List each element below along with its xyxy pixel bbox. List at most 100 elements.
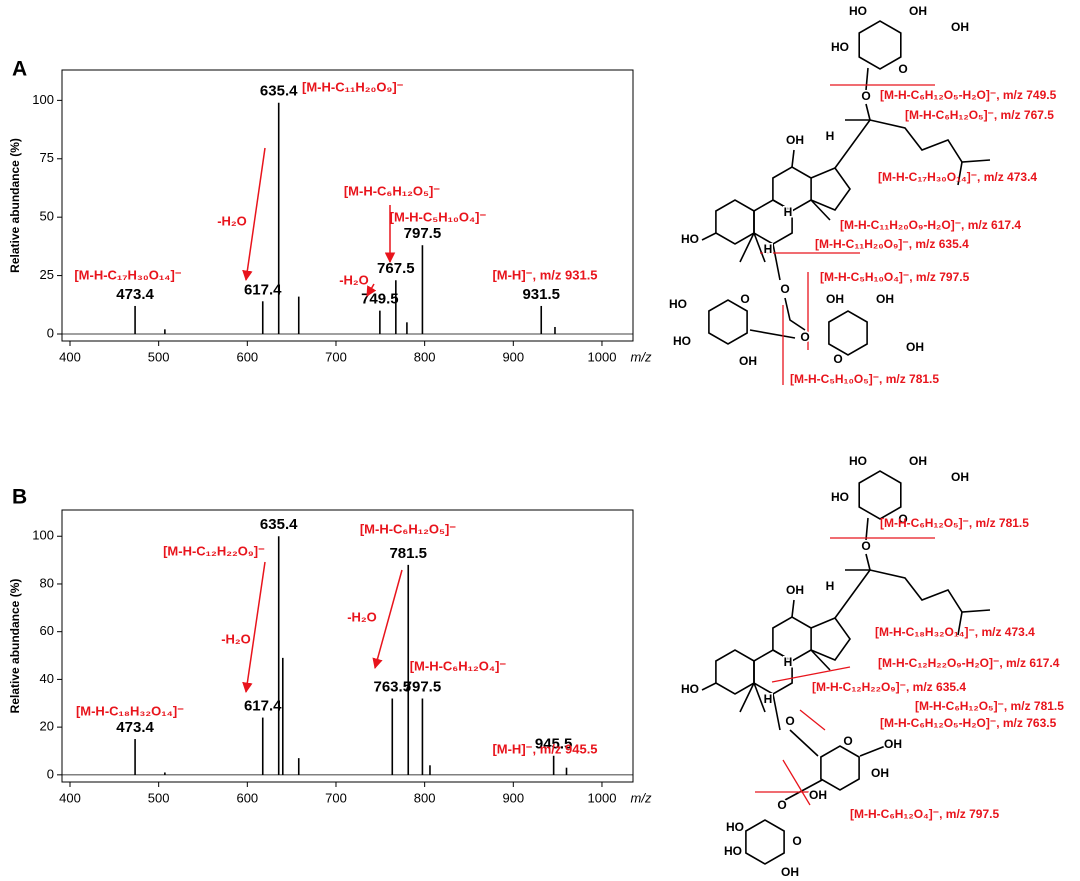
annotation: [M-H-C₆H₁₂O₅]⁻ — [344, 183, 440, 198]
bond — [753, 232, 766, 263]
atom-label: O — [861, 89, 870, 103]
arrow — [366, 283, 377, 297]
atom-label: O — [780, 282, 789, 296]
atom-label: O — [800, 330, 809, 344]
x-tick-label: 600 — [236, 790, 258, 805]
ring — [745, 819, 785, 865]
atom-label: OH — [786, 133, 804, 147]
arrow — [242, 561, 266, 694]
annotation: [M-H-C₁₁H₂₀O₉]⁻ — [302, 79, 404, 94]
peak-label: 781.5 — [389, 545, 427, 562]
annotation: -H₂O — [221, 631, 251, 646]
bond — [789, 729, 819, 757]
bond — [739, 682, 755, 713]
atom-label: O — [861, 539, 870, 553]
annotation: [M-H-C₆H₁₂O₅]⁻ — [360, 521, 456, 536]
fragment-label: [M-H-C₁₁H₂₀O₉]⁻, m/z 635.4 — [815, 237, 969, 251]
y-tick-label: 0 — [47, 766, 54, 781]
peak-label: 931.5 — [522, 286, 560, 303]
atom-label: HO — [849, 4, 867, 18]
peak-label: 617.4 — [244, 281, 282, 298]
annotation: -H₂O — [339, 272, 369, 287]
fragment-label: [M-H-C₁₈H₃₂O₁₄]⁻, m/z 473.4 — [875, 625, 1035, 639]
bond — [701, 682, 717, 691]
x-axis-label: m/z — [631, 790, 652, 805]
atom-label: O — [740, 292, 749, 306]
ring — [858, 470, 902, 520]
peak-label: 635.4 — [260, 83, 298, 100]
x-tick-label: 700 — [325, 790, 347, 805]
atom-label: HO — [681, 232, 699, 246]
fragment-label: [M-H-C₅H₁₀O₅]⁻, m/z 781.5 — [790, 372, 939, 386]
fragment-label: [M-H-C₆H₁₂O₅]⁻, m/z 781.5 — [880, 516, 1029, 530]
fragment-label: [M-H-C₁₇H₃₀O₁₄]⁻, m/z 473.4 — [878, 170, 1037, 184]
bond — [834, 569, 871, 619]
atom-label: O — [792, 834, 801, 848]
bond — [739, 232, 755, 263]
y-tick-label: 75 — [40, 150, 54, 165]
atom-label: O — [785, 714, 794, 728]
atom-label: OH — [909, 454, 927, 468]
atom-label: OH — [884, 737, 902, 751]
fragment-label: [M-H-C₅H₁₀O₄]⁻, m/z 797.5 — [820, 270, 970, 284]
bond — [957, 611, 963, 636]
peak-label: 473.4 — [116, 286, 154, 303]
y-tick-label: 100 — [32, 528, 54, 543]
fragment-label: [M-H-C₆H₁₂O₅-H₂O]⁻, m/z 749.5 — [880, 88, 1057, 102]
peak-label: 749.5 — [361, 291, 399, 308]
annotation: [M-H-C₁₈H₃₂O₁₄]⁻ — [76, 703, 184, 718]
bond — [957, 161, 963, 186]
atom-label: HO — [726, 820, 744, 834]
bond — [784, 779, 823, 801]
annotation: [M-H-C₁₇H₃₀O₁₄]⁻ — [74, 267, 181, 282]
peak-label: 945.5 — [535, 736, 573, 753]
atom-label: O — [833, 352, 842, 366]
atom-label: H — [784, 655, 793, 669]
atom-label: HO — [831, 40, 849, 54]
x-tick-label: 1000 — [588, 349, 617, 364]
arrow — [242, 147, 266, 282]
annotation: [M-H-C₆H₁₂O₄]⁻ — [410, 658, 507, 673]
ring — [828, 310, 868, 356]
atom-label: OH — [781, 865, 799, 879]
cleavage-line — [771, 666, 851, 683]
cleavage-line — [799, 709, 826, 731]
x-tick-label: 800 — [414, 790, 436, 805]
atom-label: OH — [809, 788, 827, 802]
bond — [810, 617, 851, 661]
y-tick-label: 80 — [40, 575, 54, 590]
fragment-label: [M-H-C₁₂H₂₂O₉-H₂O]⁻, m/z 617.4 — [878, 656, 1060, 670]
x-tick-label: 900 — [502, 349, 524, 364]
fragment-label: [M-H-C₁₁H₂₀O₉-H₂O]⁻, m/z 617.4 — [840, 218, 1021, 232]
atom-label: OH — [871, 766, 889, 780]
y-tick-label: 100 — [32, 92, 54, 107]
x-tick-label: 400 — [59, 790, 81, 805]
x-tick-label: 900 — [502, 790, 524, 805]
ring — [708, 299, 748, 345]
bond — [753, 682, 766, 713]
panel-label: A — [12, 58, 27, 81]
bond — [865, 67, 869, 91]
panel-label: B — [12, 486, 27, 509]
atom-label: OH — [951, 20, 969, 34]
bond — [859, 744, 889, 757]
bond — [865, 553, 871, 571]
x-tick-label: 500 — [148, 349, 170, 364]
plot-frame — [61, 69, 634, 342]
ring — [715, 199, 755, 245]
x-tick-label: 600 — [236, 349, 258, 364]
atom-label: HO — [849, 454, 867, 468]
bond — [845, 569, 991, 613]
fragment-label: [M-H-C₁₂H₂₂O₉]⁻, m/z 635.4 — [812, 680, 966, 694]
cleavage-line — [782, 759, 811, 806]
atom-label: O — [777, 798, 786, 812]
atom-label: HO — [669, 297, 687, 311]
peak-label: 767.5 — [377, 260, 415, 277]
bond — [810, 167, 851, 211]
atom-label: HO — [831, 490, 849, 504]
peak-label: 617.4 — [244, 698, 282, 715]
arrow — [372, 569, 403, 670]
fragment-label: [M-H-C₆H₁₂O₅]⁻, m/z 781.5 — [915, 699, 1064, 713]
annotation: [M-H-C₁₂H₂₂O₉]⁻ — [163, 543, 265, 558]
